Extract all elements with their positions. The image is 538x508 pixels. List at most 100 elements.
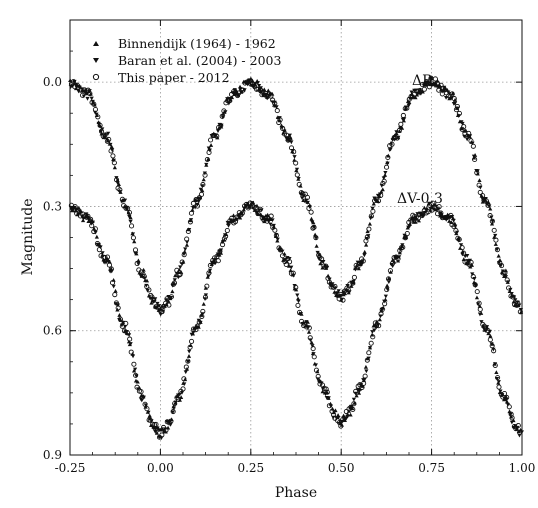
- point-baran-1: [70, 208, 76, 213]
- point-baran-0: [130, 232, 136, 237]
- point-baran-1: [111, 284, 116, 289]
- point-baran-0: [178, 265, 183, 270]
- point-baran-0: [156, 304, 162, 308]
- point-binnendijk-1: [251, 200, 256, 205]
- point-this-paper-1: [492, 362, 498, 368]
- point-baran-0: [494, 247, 500, 252]
- point-baran-1: [407, 224, 412, 229]
- point-baran-0: [100, 127, 105, 132]
- point-baran-1: [270, 218, 275, 223]
- point-binnendijk-0: [367, 221, 372, 226]
- point-baran-0: [169, 295, 174, 300]
- point-binnendijk-0: [477, 178, 482, 183]
- point-baran-1: [367, 346, 373, 350]
- point-binnendijk-0: [103, 132, 108, 136]
- point-binnendijk-0: [397, 129, 402, 133]
- point-baran-0: [311, 225, 317, 230]
- point-baran-1: [155, 426, 160, 431]
- point-this-paper-0: [200, 182, 206, 188]
- y-tick-label: 0.3: [43, 199, 62, 213]
- point-binnendijk-0: [369, 214, 374, 219]
- point-baran-0: [287, 133, 292, 138]
- point-baran-1: [74, 207, 79, 212]
- point-binnendijk-1: [107, 259, 112, 264]
- point-binnendijk-1: [306, 330, 312, 334]
- point-baran-0: [353, 267, 358, 272]
- point-baran-0: [305, 200, 310, 205]
- point-binnendijk-1: [422, 205, 427, 210]
- point-baran-1: [271, 223, 276, 228]
- point-this-paper-1: [456, 236, 462, 242]
- point-baran-1: [132, 367, 138, 372]
- point-binnendijk-1: [205, 274, 210, 279]
- point-binnendijk-0: [112, 165, 117, 170]
- point-baran-0: [258, 86, 263, 91]
- point-binnendijk-1: [284, 259, 290, 264]
- point-baran-0: [94, 112, 99, 117]
- point-baran-0: [219, 123, 224, 128]
- point-this-paper-0: [493, 237, 499, 243]
- point-binnendijk-1: [309, 340, 314, 345]
- data-points: [68, 75, 524, 440]
- point-binnendijk-1: [381, 305, 386, 310]
- point-binnendijk-1: [225, 221, 231, 225]
- point-this-paper-1: [515, 422, 521, 429]
- point-baran-0: [478, 185, 483, 190]
- point-baran-1: [203, 293, 208, 298]
- point-baran-0: [351, 279, 356, 284]
- point-binnendijk-0: [266, 88, 271, 93]
- point-binnendijk-0: [429, 76, 434, 81]
- point-this-paper-0: [106, 136, 112, 143]
- point-binnendijk-0: [173, 273, 178, 278]
- point-baran-1: [487, 329, 492, 334]
- point-binnendijk-0: [181, 259, 186, 264]
- point-binnendijk-0: [410, 94, 416, 99]
- point-binnendijk-1: [488, 333, 493, 338]
- x-tick-label: -0.25: [55, 461, 86, 475]
- legend-label-baran: Baran et al. (2004) - 2003: [118, 53, 281, 68]
- point-binnendijk-1: [196, 324, 201, 329]
- point-binnendijk-0: [248, 76, 253, 81]
- y-tick-label: 0.0: [43, 75, 62, 89]
- point-binnendijk-1: [209, 262, 214, 266]
- point-baran-0: [292, 155, 297, 159]
- point-baran-0: [508, 287, 513, 292]
- point-baran-0: [155, 301, 160, 306]
- point-baran-1: [313, 363, 318, 368]
- x-tick-label: 1.00: [509, 461, 536, 475]
- point-baran-1: [183, 370, 188, 375]
- point-binnendijk-0: [109, 144, 114, 149]
- point-baran-0: [164, 298, 169, 303]
- point-binnendijk-1: [163, 429, 168, 434]
- point-this-paper-0: [351, 274, 357, 280]
- point-this-paper-0: [381, 178, 387, 184]
- point-this-paper-0: [311, 224, 317, 230]
- point-binnendijk-1: [511, 418, 516, 423]
- point-binnendijk-1: [486, 331, 491, 336]
- point-binnendijk-1: [360, 384, 365, 388]
- point-baran-1: [484, 325, 490, 329]
- point-binnendijk-0: [414, 92, 420, 97]
- point-this-paper-1: [204, 283, 210, 289]
- point-this-paper-1: [273, 232, 279, 238]
- point-baran-0: [136, 262, 141, 266]
- point-this-paper-1: [368, 340, 374, 346]
- point-binnendijk-0: [349, 284, 354, 288]
- point-baran-0: [452, 101, 458, 106]
- point-this-paper-0: [491, 227, 497, 233]
- point-baran-0: [379, 183, 384, 188]
- point-binnendijk-0: [229, 95, 235, 100]
- point-this-paper-0: [499, 263, 505, 269]
- point-baran-0: [307, 205, 312, 209]
- point-binnendijk-1: [395, 258, 401, 263]
- x-tick-label: 0.00: [147, 461, 174, 475]
- point-baran-0: [81, 94, 86, 99]
- point-baran-1: [473, 284, 478, 288]
- point-baran-1: [326, 396, 331, 401]
- point-baran-0: [347, 290, 352, 295]
- point-this-paper-1: [92, 226, 98, 232]
- point-baran-0: [385, 161, 390, 166]
- point-binnendijk-0: [380, 187, 385, 192]
- point-this-paper-0: [141, 273, 147, 279]
- point-baran-1: [139, 398, 144, 403]
